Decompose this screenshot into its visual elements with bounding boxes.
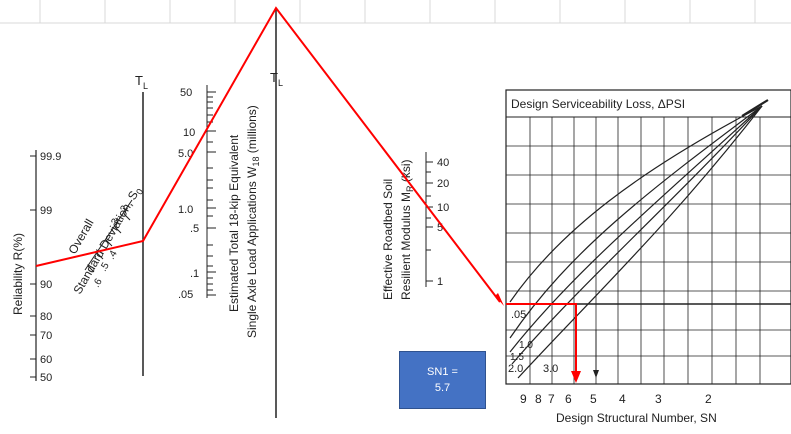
turning-line-left: TL (135, 73, 148, 376)
soil-label-line1: Effective Roadbed Soil (381, 179, 395, 300)
reliability-tick: 60 (40, 354, 52, 366)
soil-tick: 5 (437, 222, 443, 234)
sn-tick: 2 (705, 392, 712, 406)
sn-result-box: SN1 = 5.7 (399, 351, 486, 409)
psi-label: 1.5 (510, 352, 524, 363)
sn-tick: 9 (520, 392, 527, 406)
psi-label: 2.0 (508, 363, 523, 375)
psi-label: 1.0 (519, 340, 533, 351)
chart-grid (506, 117, 791, 384)
design-chart-title: Design Serviceability Loss, ΔPSI (511, 97, 685, 111)
turning-line-right-label: TL (270, 70, 283, 88)
sn-result-value: 5.7 (434, 382, 451, 394)
sn-tick: 6 (565, 392, 572, 406)
traffic-tick: 10 (183, 127, 195, 139)
psi-label: .05 (511, 309, 526, 321)
traffic-tick: .5 (190, 223, 199, 235)
traffic-label-line2: Single Axle Load Applications W18 (milli… (245, 105, 261, 338)
soil-label-line2: Resilient Modulus MR (ksi) (399, 159, 415, 300)
soil-tick: 1 (437, 276, 443, 288)
reliability-tick: 99 (40, 205, 52, 217)
solution-path (35, 6, 577, 378)
turning-line-right: TL (270, 8, 283, 418)
std-dev-scale: .2 .3 .4 .5 .6 Overall Standard Deviatio… (65, 187, 145, 296)
reliability-scale: 99.9 99 90 80 70 60 50 Reliability R(%) (11, 150, 61, 384)
psi-curves (509, 105, 763, 379)
traffic-tick: 1.0 (178, 204, 193, 216)
solution-arrowhead (571, 371, 581, 383)
psi-label: 3.0 (543, 363, 558, 375)
sheet-gridlines (0, 0, 791, 24)
traffic-label-line1: Estimated Total 18-kip Equivalent (227, 134, 241, 312)
sn-tick: 3 (655, 392, 662, 406)
sn-tick: 5 (590, 392, 597, 406)
traffic-tick: 5.0 (178, 148, 193, 160)
traffic-tick: 50 (180, 87, 192, 99)
soil-tick: 10 (437, 202, 449, 214)
reliability-label: Reliability R(%) (11, 233, 25, 315)
reliability-tick: 90 (40, 279, 52, 291)
design-chart-xlabel: Design Structural Number, SN (556, 411, 717, 425)
soil-tick: 40 (437, 157, 449, 169)
std-dev-tick: .6 (91, 276, 105, 289)
turning-line-left-label: TL (135, 73, 148, 91)
reliability-tick: 50 (40, 372, 52, 384)
soil-tick: 20 (437, 178, 449, 190)
design-chart: Design Serviceability Loss, ΔPSI .05 1.0… (505, 89, 791, 425)
reliability-tick: 70 (40, 330, 52, 342)
solution-arrowhead (495, 293, 504, 306)
sn-tick: 7 (548, 392, 555, 406)
reliability-tick: 99.9 (40, 151, 61, 163)
sn-tick: 8 (535, 392, 542, 406)
traffic-tick: .1 (190, 268, 199, 280)
reliability-tick: 80 (40, 311, 52, 323)
traffic-tick: .05 (178, 289, 193, 301)
soil-modulus-scale: 40 20 10 5 1 Effective Roadbed Soil Resi… (381, 152, 449, 300)
sn-result-label: SN1 = (427, 366, 458, 378)
sn-tick: 4 (619, 392, 626, 406)
traffic-scale: 50 10 5.0 1.0 .5 .1 .05 Estimated Total … (178, 85, 261, 338)
